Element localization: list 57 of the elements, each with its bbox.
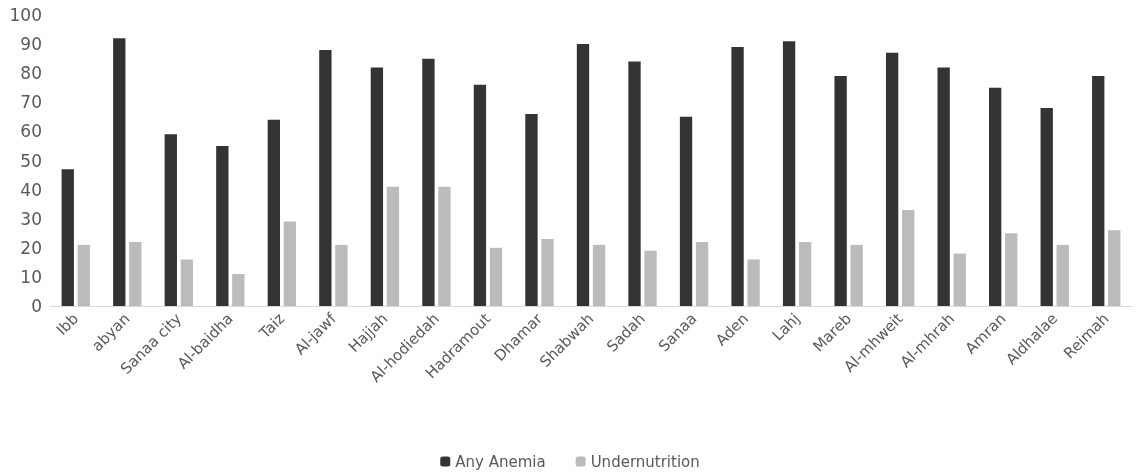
- bar: [335, 244, 348, 306]
- y-tick-label: 80: [20, 63, 42, 84]
- bar: [1092, 76, 1105, 306]
- y-tick-label: 40: [20, 179, 42, 200]
- bar: [267, 119, 281, 306]
- bar: [989, 87, 1002, 306]
- bar: [628, 61, 641, 306]
- y-tick-label: 10: [20, 266, 42, 287]
- y-tick-label: 60: [20, 121, 42, 142]
- bar: [782, 41, 796, 306]
- bar: [1056, 244, 1069, 306]
- bar: [834, 76, 847, 306]
- bar: [679, 116, 693, 306]
- bar: [473, 84, 487, 306]
- y-tick-label: 70: [20, 92, 42, 113]
- bar: [438, 186, 451, 306]
- bar: [319, 49, 332, 306]
- bar: [129, 241, 142, 306]
- y-tick-label: 100: [9, 5, 42, 25]
- bar: [180, 259, 193, 306]
- bar: [644, 250, 657, 306]
- bar: [695, 241, 709, 306]
- bar: [283, 221, 297, 306]
- x-tick-label: Ibb: [52, 309, 83, 339]
- bar: [370, 67, 384, 306]
- bar: [216, 145, 229, 306]
- y-tick-label: 90: [20, 34, 42, 55]
- bar: [937, 67, 950, 306]
- bar: [489, 247, 503, 306]
- y-tick-label: 0: [31, 296, 42, 316]
- bar: [953, 253, 966, 306]
- bar: [164, 134, 177, 306]
- bar: [525, 113, 538, 306]
- y-tick-label: 20: [20, 237, 42, 258]
- bar: [901, 209, 915, 306]
- bar: [541, 239, 554, 306]
- bar: [422, 58, 435, 306]
- bar: [1040, 108, 1053, 306]
- bar: [576, 44, 590, 306]
- bar: [386, 186, 400, 306]
- x-tick-label: Taiz: [255, 309, 289, 343]
- bar: [731, 47, 744, 306]
- bar: [1108, 230, 1121, 306]
- bar: [885, 52, 899, 306]
- bar: [747, 259, 760, 306]
- bar: [1005, 233, 1018, 306]
- bar: [232, 273, 245, 306]
- y-tick-label: 50: [20, 150, 42, 171]
- bar: [592, 244, 606, 306]
- legend-label: Any Anemia: [455, 452, 546, 471]
- bar: [61, 169, 74, 306]
- legend-label: Undernutrition: [590, 452, 700, 471]
- y-tick-label: 30: [20, 208, 42, 229]
- bar: [113, 38, 126, 306]
- bar: [850, 244, 863, 306]
- bar: [798, 241, 812, 306]
- bar: [77, 244, 90, 306]
